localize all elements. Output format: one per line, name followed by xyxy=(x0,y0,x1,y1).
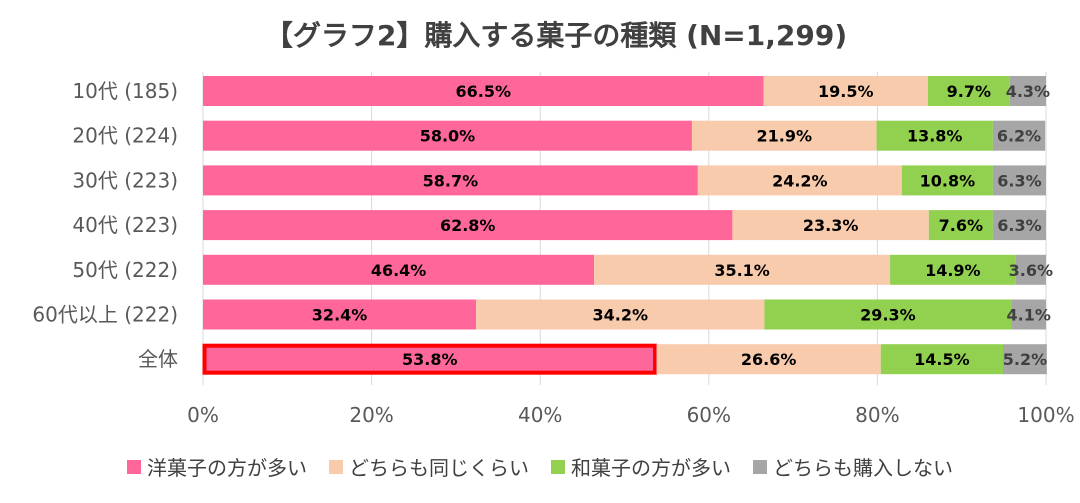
bar-segment xyxy=(1011,299,1046,330)
category-label: 30代 (223) xyxy=(72,168,178,192)
bar-segment xyxy=(203,120,692,151)
x-tick-label: 0% xyxy=(187,403,219,427)
bar-segment xyxy=(203,299,477,330)
legend-label: どちらも購入しない xyxy=(773,456,953,480)
bar-segment xyxy=(697,165,902,196)
data-label: 58.7% xyxy=(423,171,479,190)
data-label: 53.8% xyxy=(402,350,458,369)
data-label: 9.7% xyxy=(947,82,991,101)
data-label: 29.3% xyxy=(860,306,916,325)
legend-swatch xyxy=(127,459,141,474)
data-label: 35.1% xyxy=(714,261,770,280)
data-label: 6.3% xyxy=(997,216,1041,235)
bar-segment xyxy=(203,210,733,241)
category-label: 60代以上 (222) xyxy=(32,303,178,327)
bar-segment xyxy=(203,254,595,285)
x-tick-label: 20% xyxy=(349,403,393,427)
bar-segment xyxy=(1015,254,1046,285)
data-label: 14.9% xyxy=(925,261,981,280)
plot-area: 66.5% 19.5% 9.7% 4.3% 58.0% 21.9% 13.8% 6.2% 58.… xyxy=(202,76,1053,375)
data-label: 24.2% xyxy=(772,171,828,190)
category-label: 40代 (223) xyxy=(72,213,178,237)
category-label: 50代 (222) xyxy=(72,258,178,282)
legend-label: どちらも同じくらい xyxy=(349,456,529,480)
data-label: 32.4% xyxy=(312,306,368,325)
bar-segment xyxy=(203,344,657,375)
legend-swatch xyxy=(551,459,565,474)
highlight-box xyxy=(202,343,658,375)
data-label: 62.8% xyxy=(440,216,496,235)
bar-segment xyxy=(927,76,1010,106)
bar-segment xyxy=(928,210,993,241)
data-label: 4.3% xyxy=(1006,82,1050,101)
data-label: 23.3% xyxy=(803,216,859,235)
data-label: 6.2% xyxy=(997,127,1041,146)
data-label: 19.5% xyxy=(818,82,874,101)
data-label: 26.6% xyxy=(741,350,797,369)
data-label: 58.0% xyxy=(420,127,476,146)
bar-segment xyxy=(763,76,928,106)
bar-segment xyxy=(594,254,891,285)
bar-segment xyxy=(203,165,698,196)
bar-segment xyxy=(992,165,1046,196)
data-label: 21.9% xyxy=(756,127,812,146)
data-label: 34.2% xyxy=(593,306,649,325)
bar-segment xyxy=(901,165,993,196)
category-label: 全体 xyxy=(138,347,178,371)
bar-segment xyxy=(656,344,881,375)
data-label: 13.8% xyxy=(907,127,963,146)
legend-item: どちらも同じくらい xyxy=(329,452,529,481)
category-axis: 10代 (185) 20代 (224) 30代 (223) 40代 (223) 50代 … xyxy=(32,79,178,371)
legend-swatch xyxy=(753,459,767,474)
data-label: 3.6% xyxy=(1009,261,1053,280)
chart-title: 【グラフ2】購入する菓子の種類 (N=1,299) xyxy=(265,19,847,52)
x-tick-label: 80% xyxy=(855,403,899,427)
bar-segment xyxy=(764,299,1012,330)
legend-swatch xyxy=(329,459,343,474)
bar-segment xyxy=(476,299,765,330)
data-label: 14.5% xyxy=(914,350,970,369)
bar-segment xyxy=(1009,76,1046,106)
bar-segment xyxy=(876,120,993,151)
legend: 洋菓子の方が多い どちらも同じくらい 和菓子の方が多い どちらも購入しない xyxy=(0,452,1080,481)
data-label: 10.8% xyxy=(920,171,976,190)
value-axis: 0% 20% 40% 60% 80% 100% xyxy=(187,403,1074,427)
legend-item: どちらも購入しない xyxy=(753,452,953,481)
legend-label: 洋菓子の方が多い xyxy=(147,456,307,480)
data-label: 7.6% xyxy=(939,216,983,235)
data-label: 46.4% xyxy=(371,261,427,280)
bar-segment xyxy=(732,210,929,241)
legend-item: 和菓子の方が多い xyxy=(551,452,731,481)
legend-label: 和菓子の方が多い xyxy=(571,456,731,480)
bar-segment xyxy=(992,120,1046,151)
x-tick-label: 100% xyxy=(1017,403,1074,427)
category-label: 20代 (224) xyxy=(72,124,178,148)
bar-segment xyxy=(992,210,1046,241)
category-label: 10代 (185) xyxy=(72,79,178,103)
data-label: 5.2% xyxy=(1003,350,1047,369)
data-label: 66.5% xyxy=(456,82,512,101)
data-label: 4.1% xyxy=(1007,306,1051,325)
bar-segment xyxy=(691,120,877,151)
bar-segment xyxy=(203,76,764,106)
bar-segment xyxy=(1003,344,1047,375)
bar-segment xyxy=(880,344,1004,375)
x-tick-label: 40% xyxy=(518,403,562,427)
bar-segment xyxy=(890,254,1016,285)
x-tick-label: 60% xyxy=(687,403,731,427)
legend-item: 洋菓子の方が多い xyxy=(127,452,307,481)
data-label: 6.3% xyxy=(997,171,1041,190)
